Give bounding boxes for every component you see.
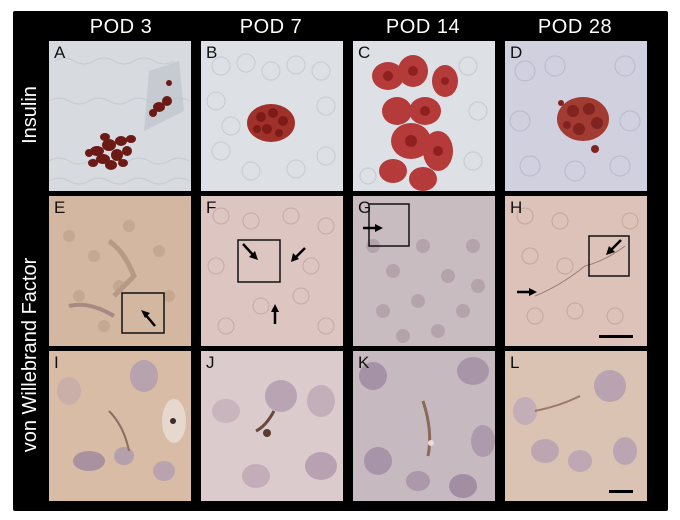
- micrograph-vwf-closeup-pod7: [201, 351, 343, 501]
- arrow-icon: [291, 247, 306, 262]
- panel-b: B: [201, 41, 343, 191]
- row-label-insulin: Insulin: [19, 86, 41, 144]
- micrograph-vwf-closeup-pod3: [49, 351, 191, 501]
- micrograph-vwf-pod28: [505, 196, 647, 346]
- panel-label-d: D: [510, 43, 523, 62]
- micrograph-vwf-closeup-pod14: [353, 351, 495, 501]
- arrow-icon: [242, 243, 258, 260]
- micrograph-insulin-pod14: [353, 41, 495, 191]
- panel-label-h: H: [510, 198, 523, 217]
- column-header-pod3: POD 3: [89, 16, 153, 38]
- column-header-pod28: POD 28: [537, 16, 613, 38]
- panel-j: J: [201, 351, 343, 501]
- scale-bar: [599, 335, 633, 338]
- panel-c: C: [353, 41, 495, 191]
- panel-l: L: [505, 351, 647, 501]
- micrograph-vwf-pod14: [353, 196, 495, 346]
- micrograph-vwf-pod7: [201, 196, 343, 346]
- panel-e: E: [49, 196, 191, 346]
- panel-a: A: [49, 41, 191, 191]
- panel-label-l: L: [510, 353, 520, 372]
- row-label-vwf: von Willebrand Factor: [19, 257, 41, 453]
- arrow-icon: [271, 304, 279, 324]
- panel-d: D: [505, 41, 647, 191]
- arrow-icon: [517, 288, 537, 296]
- column-header-pod7: POD 7: [239, 16, 303, 38]
- micrograph-insulin-pod7: [201, 41, 343, 191]
- panel-label-c: C: [358, 43, 371, 62]
- panel-label-k: K: [358, 353, 370, 372]
- panel-label-e: E: [54, 198, 66, 217]
- panel-label-f: F: [206, 198, 217, 217]
- arrow-icon: [141, 310, 156, 327]
- micrograph-vwf-closeup-pod28: [505, 351, 647, 501]
- panel-label-i: I: [54, 353, 59, 372]
- column-header-pod14: POD 14: [385, 16, 461, 38]
- micrograph-insulin-pod28: [505, 41, 647, 191]
- panel-label-j: J: [206, 353, 215, 372]
- scale-bar: [609, 490, 633, 493]
- panel-i: I: [49, 351, 191, 501]
- panel-label-b: B: [206, 43, 218, 62]
- panel-label-a: A: [54, 43, 66, 62]
- micrograph-vwf-pod3: [49, 196, 191, 346]
- panel-h: H: [505, 196, 647, 346]
- panel-k: K: [353, 351, 495, 501]
- micrograph-insulin-pod3: [49, 41, 191, 191]
- panel-f: F: [201, 196, 343, 346]
- panel-label-g: G: [358, 198, 372, 217]
- figure-frame: POD 3 POD 7 POD 14 POD 28 Insulin von Wi…: [13, 11, 668, 511]
- arrow-icon: [606, 239, 622, 255]
- arrow-icon: [363, 224, 383, 232]
- panel-g: G: [353, 196, 495, 346]
